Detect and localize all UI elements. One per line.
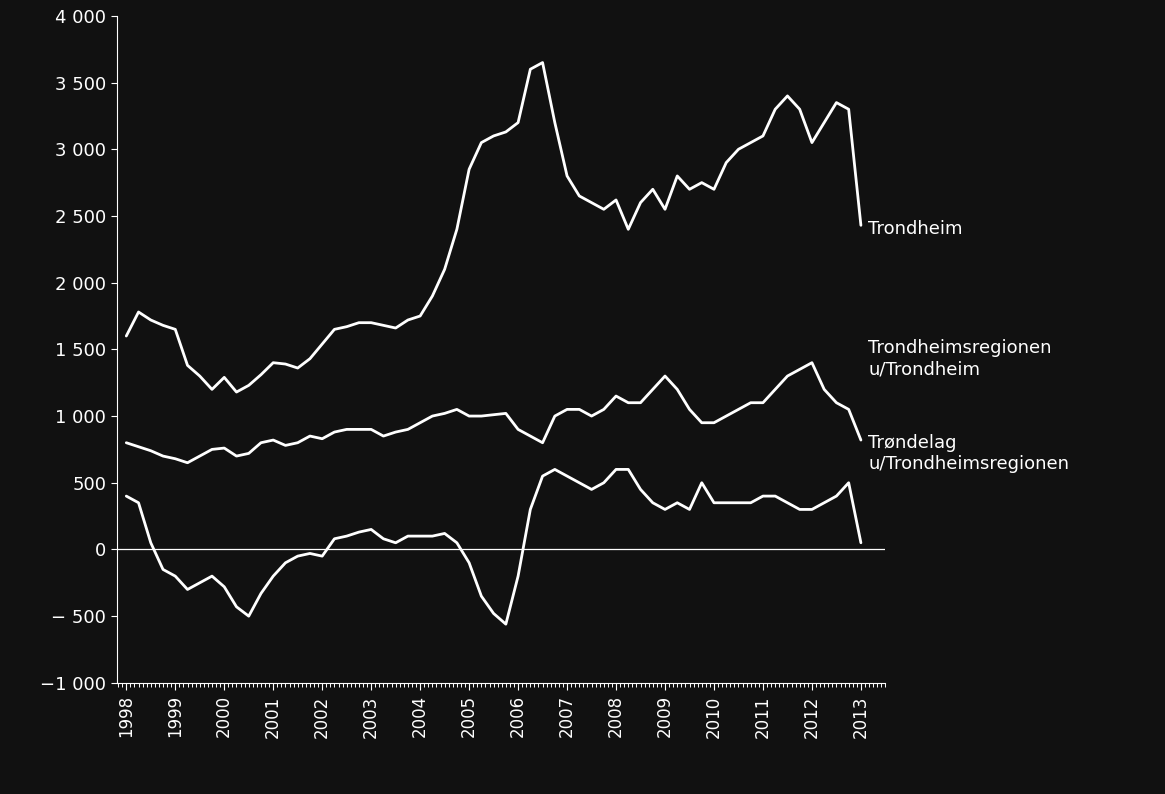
- Text: Trondheim: Trondheim: [868, 220, 962, 238]
- Text: Trondheimsregionen
u/Trondheim: Trondheimsregionen u/Trondheim: [868, 339, 1052, 378]
- Text: Trøndelag
u/Trondheimsregionen: Trøndelag u/Trondheimsregionen: [868, 434, 1069, 472]
